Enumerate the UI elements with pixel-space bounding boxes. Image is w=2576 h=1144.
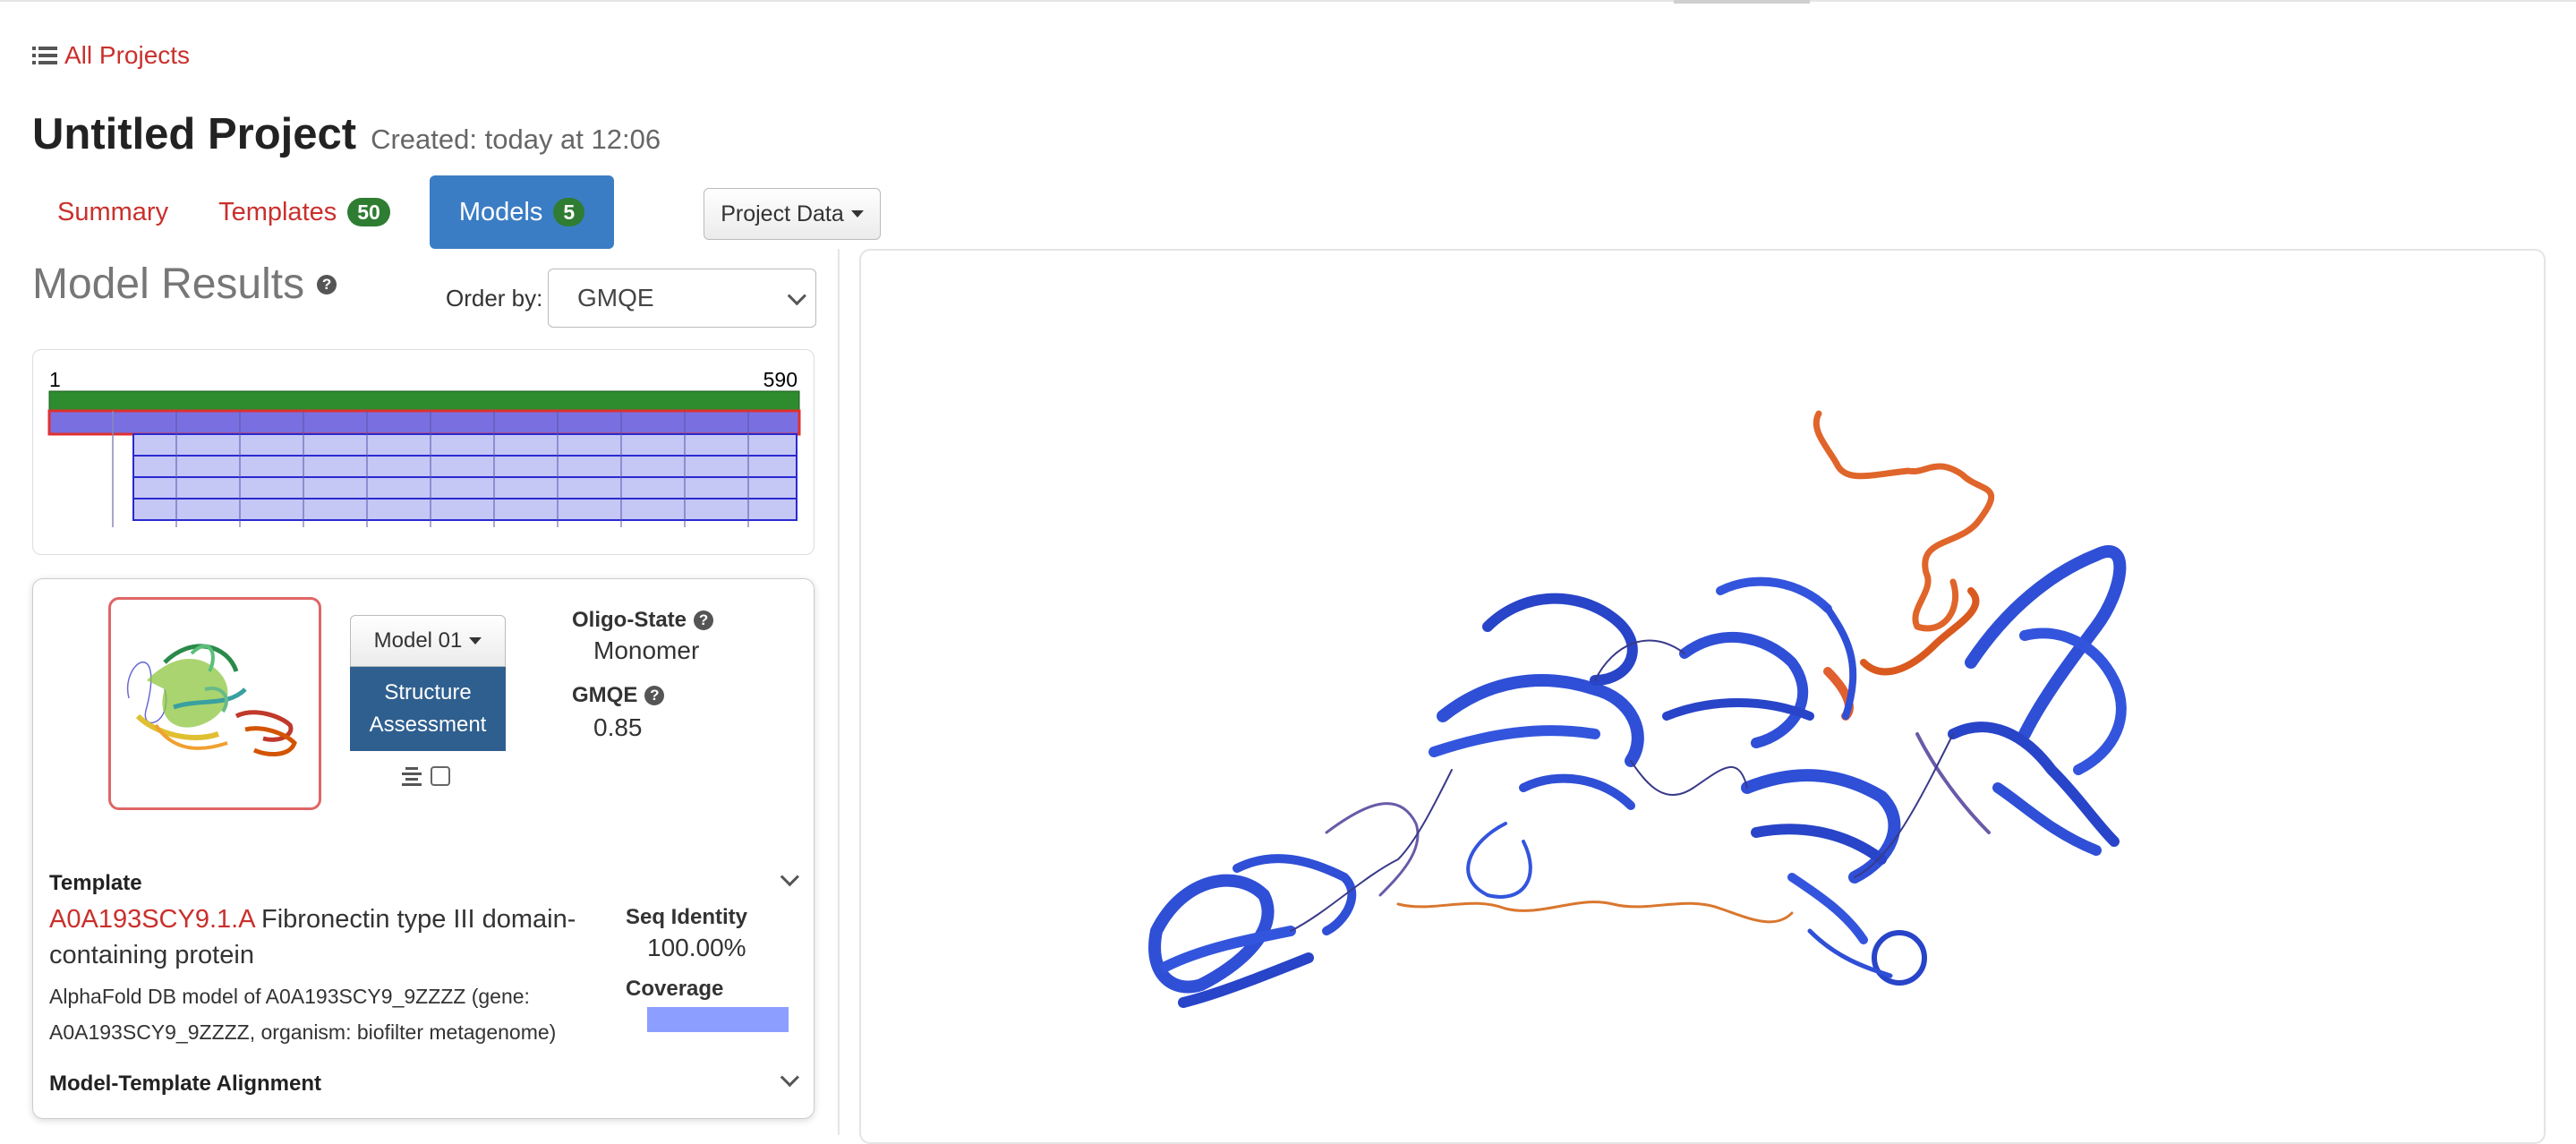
created-timestamp: Created: today at 12:06: [371, 124, 661, 155]
coverage-end-label: 590: [763, 368, 798, 391]
project-data-label: Project Data: [721, 201, 844, 226]
top-border: [0, 0, 2576, 2]
template-id-link[interactable]: A0A193SCY9.1.A: [49, 905, 254, 934]
structure-assessment-button[interactable]: Structure Assessment: [350, 667, 506, 751]
chevron-down-icon[interactable]: [780, 1068, 799, 1088]
caret-down-icon: [469, 637, 482, 645]
tab-templates[interactable]: Templates 50: [193, 175, 415, 249]
model-results-header: Model Results ?: [32, 260, 337, 309]
tab-summary-label: Summary: [57, 197, 169, 226]
project-tabs: Summary Templates 50 Models 5: [32, 175, 614, 249]
order-by-select[interactable]: GMQE: [548, 269, 816, 328]
model-select-checkbox[interactable]: [431, 766, 450, 786]
tab-models[interactable]: Models 5: [430, 175, 614, 249]
project-header: Untitled Project Created: today at 12:06: [32, 109, 661, 159]
gmqe-label-text: GMQE: [572, 683, 638, 707]
model-structure-thumbnail-image: [126, 644, 297, 756]
coverage-start-label: 1: [49, 368, 61, 391]
tab-templates-label: Templates: [218, 197, 337, 226]
page-title: Untitled Project: [32, 110, 357, 158]
help-icon[interactable]: ?: [644, 686, 665, 705]
structure-viewer[interactable]: [859, 249, 2546, 1144]
chevron-down-icon: [787, 286, 806, 305]
template-track-grid: [112, 411, 798, 527]
seq-identity-value: 100.00%: [647, 934, 746, 961]
coverage-overview: 1 590: [32, 349, 815, 555]
gmqe-value: 0.85: [593, 713, 643, 741]
template-section-label: Template: [49, 871, 142, 895]
protein-structure-render[interactable]: [861, 251, 2546, 1144]
templates-count-badge: 50: [347, 198, 390, 226]
project-data-button[interactable]: Project Data: [704, 188, 881, 240]
model-card: Model 01 Structure Assessment Oligo-Stat…: [32, 578, 815, 1119]
coverage-bar: [647, 1007, 789, 1032]
tab-summary[interactable]: Summary: [32, 175, 193, 249]
panel-divider[interactable]: [838, 249, 840, 1135]
help-icon[interactable]: ?: [694, 610, 714, 630]
model-selector-label: Model 01: [373, 628, 463, 653]
model-results-title: Model Results: [32, 260, 305, 308]
align-lines-icon[interactable]: [400, 765, 423, 787]
target-track: [48, 390, 800, 412]
oligo-state-label-text: Oligo-State: [572, 608, 687, 632]
all-projects-label[interactable]: All Projects: [64, 41, 191, 69]
top-scroll-indicator: [1674, 0, 1810, 4]
selected-template-track[interactable]: [47, 409, 801, 436]
all-projects-link[interactable]: All Projects: [32, 41, 190, 70]
template-name: Fibronectin type III domain-containing p…: [49, 905, 576, 969]
help-icon[interactable]: ?: [317, 274, 337, 295]
oligo-state-value: Monomer: [593, 636, 700, 664]
chevron-down-icon[interactable]: [780, 867, 799, 887]
caret-down-icon: [850, 210, 864, 218]
tab-models-label: Models: [458, 197, 543, 226]
list-icon: [32, 47, 57, 64]
seq-identity-label: Seq Identity: [626, 905, 748, 929]
template-description: AlphaFold DB model of A0A193SCY9_9ZZZZ (…: [49, 985, 557, 1044]
model-thumbnail[interactable]: [108, 597, 321, 810]
alignment-section-label: Model-Template Alignment: [49, 1071, 322, 1096]
model-selector-dropdown[interactable]: Model 01: [350, 615, 506, 667]
coverage-tracks[interactable]: [33, 350, 815, 556]
template-title: A0A193SCY9.1.A Fibronectin type III doma…: [49, 901, 586, 973]
gmqe-label: GMQE ?: [572, 683, 665, 708]
model-tools: [400, 765, 450, 787]
structure-assessment-label: Structure Assessment: [369, 680, 487, 737]
oligo-state-label: Oligo-State ?: [572, 608, 714, 633]
models-count-badge: 5: [553, 198, 585, 226]
order-by-label: Order by:: [446, 285, 543, 312]
order-by-value: GMQE: [577, 284, 654, 312]
coverage-label: Coverage: [626, 977, 724, 1001]
